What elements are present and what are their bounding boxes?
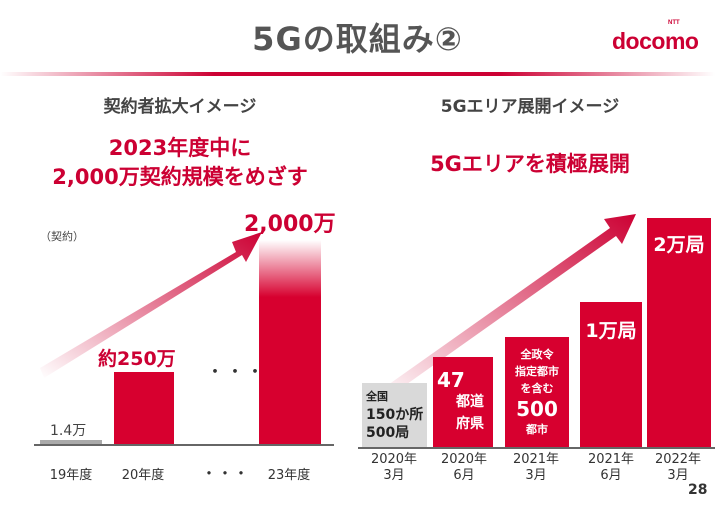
bar-20-value-label: 約250万 [98,348,176,370]
area-bar-2022-03-line1: 2万局 [653,234,705,256]
x-tick-ellipsis: ・・・ [200,464,249,483]
area-bar-2021-03-line1: 全政令 [520,348,554,361]
x-tick-2021-06: 2021年 6月 [587,452,635,483]
left-headline-line1: 2023年度中に [108,136,252,160]
area-bar-2020-03-line1: 全国 [366,390,388,403]
bar-23 [259,240,321,444]
area-bar-2020-06-line3: 府県 [456,416,484,432]
area-bar-2021-03: 全政令 指定都市 を含む 500 都市 [505,337,569,447]
title-divider [0,72,715,76]
right-baseline [358,447,715,449]
area-bar-2020-06: 47 都道 府県 [433,357,493,447]
area-bar-2020-03-line3: 500局 [366,425,410,441]
x-tick-2021-03: 2021年 3月 [512,452,560,483]
bar-20 [114,372,174,444]
area-bar-2021-06: 1万局 [580,302,642,447]
ellipsis-mid: ・・・ [206,362,266,383]
bar-23-value-label: 2,000万 [244,212,336,237]
page-number: 28 [688,482,708,498]
area-bar-2021-06-line1: 1万局 [585,320,637,342]
area-bar-2020-03-line2: 150か所 [366,407,424,423]
area-bar-2020-06-line1: 47 [437,368,465,392]
area-bar-2021-03-line4: 500 [516,397,558,421]
area-bar-2021-03-line3: を含む [520,382,554,395]
x-tick-2020-06: 2020年 6月 [440,452,488,483]
area-bar-2022-03: 2万局 [647,218,711,447]
y-axis-unit-label: （契約） [40,230,84,243]
area-bar-2021-03-line5: 都市 [526,423,548,436]
x-tick-23: 23年度 [267,468,311,483]
area-bar-2021-03-line2: 指定都市 [515,365,559,378]
left-baseline [34,444,334,446]
docomo-logo: docomo [612,28,699,54]
left-panel-heading: 契約者拡大イメージ [103,97,257,117]
bar-19 [40,440,102,444]
x-tick-2022-03: 2022年 3月 [654,452,702,483]
bar-19-value-label: 1.4万 [50,423,87,439]
left-headline-line2: 2,000万契約規模をめざす [52,165,308,189]
right-headline: 5Gエリアを積極展開 [430,152,630,176]
x-tick-19: 19年度 [49,468,93,483]
area-bar-2020-06-line2: 都道 [456,394,484,410]
logo-ntt-text: NTT [668,20,680,26]
x-tick-2020-03: 2020年 3月 [370,452,418,483]
right-panel-heading: 5Gエリア展開イメージ [440,97,620,117]
page-title: 5Gの取組み② [252,20,463,58]
area-bar-2020-03: 全国 150か所 500局 [362,383,427,447]
x-tick-20: 20年度 [121,468,165,483]
